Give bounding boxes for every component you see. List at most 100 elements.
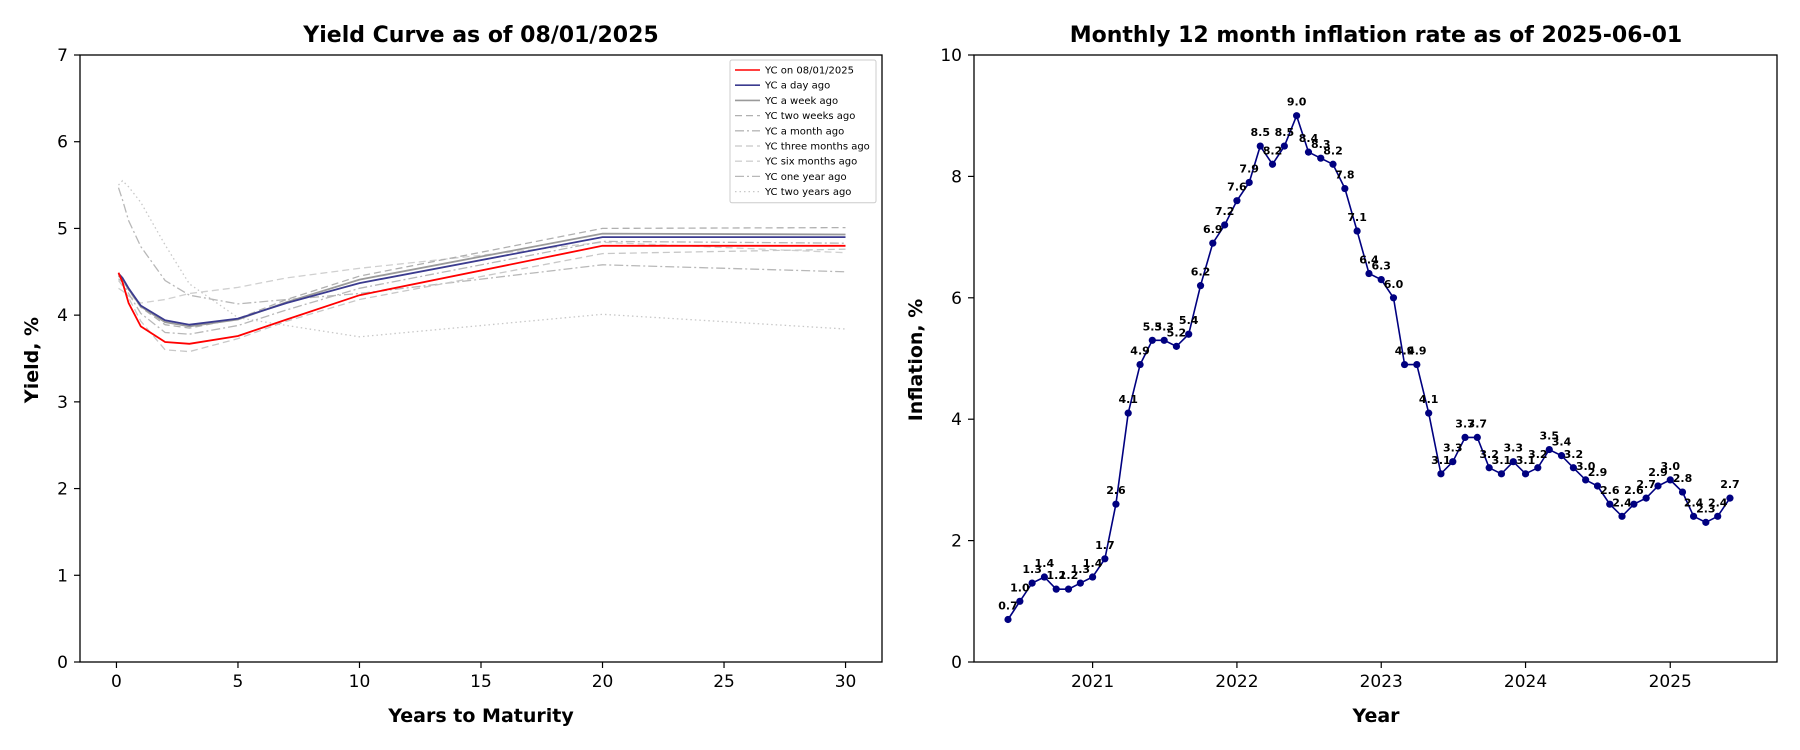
data-point — [1064, 585, 1073, 593]
data-point — [1101, 555, 1109, 563]
data-label: 3.1 — [1431, 454, 1451, 467]
data-point — [1317, 154, 1325, 162]
data-point — [1016, 597, 1024, 605]
data-label: 2.3 — [1696, 502, 1716, 515]
legend-label: YC on 08/01/2025 — [764, 66, 854, 77]
data-point — [1196, 282, 1205, 290]
data-label: 7.2 — [1215, 205, 1235, 218]
data-label: 8.3 — [1311, 138, 1331, 151]
data-label: 4.1 — [1118, 393, 1138, 406]
x-tick-label: 2025 — [1649, 672, 1692, 692]
data-point — [1112, 500, 1120, 508]
y-tick-label: 6 — [57, 133, 68, 153]
series-line — [118, 240, 846, 335]
data-label: 3.7 — [1455, 417, 1475, 430]
yield-curve-chart: Yield Curve as of 08/01/2025 Years to Ma… — [21, 23, 883, 727]
data-point — [1666, 476, 1674, 484]
y-tick-label: 7 — [57, 46, 68, 66]
x-tick-label: 25 — [713, 672, 735, 692]
data-label: 6.9 — [1203, 223, 1223, 236]
y-tick-label: 1 — [57, 566, 68, 586]
data-point — [1329, 160, 1337, 168]
data-label: 1.4 — [1083, 557, 1103, 570]
data-point — [1389, 294, 1398, 302]
data-point — [1497, 470, 1506, 478]
data-point — [1341, 184, 1349, 193]
data-label: 3.5 — [1540, 430, 1560, 443]
x-tick-label: 10 — [349, 672, 371, 692]
data-point — [1280, 142, 1288, 150]
y-tick-label: 0 — [57, 653, 68, 673]
y-tick-label: 2 — [951, 532, 962, 552]
data-label: 2.7 — [1636, 478, 1656, 491]
data-point — [1400, 360, 1409, 369]
plot-frame — [973, 54, 1778, 663]
data-point — [1028, 579, 1036, 587]
data-point — [1485, 464, 1493, 472]
data-label: 1.2 — [1059, 569, 1079, 582]
y-tick-label: 6 — [951, 289, 962, 309]
data-label: 2.8 — [1673, 472, 1693, 485]
x-tick-label: 2021 — [1071, 672, 1114, 692]
y-tick-label: 4 — [951, 410, 962, 430]
y-tick-label: 5 — [57, 219, 68, 239]
data-point — [1678, 488, 1687, 496]
data-label: 1.0 — [1010, 581, 1030, 594]
data-point — [1593, 482, 1602, 490]
data-point — [1365, 269, 1373, 278]
x-tick-label: 2022 — [1215, 672, 1258, 692]
data-point — [1148, 336, 1156, 344]
x-tick-label: 0 — [111, 672, 122, 692]
y-axis-label: Yield, % — [21, 317, 43, 404]
legend-box — [729, 59, 877, 204]
data-point — [1124, 409, 1132, 417]
data-point — [1582, 476, 1590, 484]
data-point — [1040, 573, 1048, 581]
data-label: 8.5 — [1250, 126, 1270, 139]
plot-area: 0 5 10 15 20 25 30 0 1 2 3 4 5 6 7 — [57, 46, 883, 692]
legend: YC on 08/01/2025 YC a day ago YC a week ag… — [729, 59, 877, 204]
series-line — [118, 179, 846, 338]
y-axis-label: Inflation, % — [905, 299, 927, 422]
data-point — [1557, 452, 1566, 460]
data-point — [1221, 221, 1229, 229]
data-label: 8.4 — [1299, 132, 1319, 145]
data-point — [1185, 330, 1193, 338]
data-point — [1004, 615, 1012, 624]
data-label: 3.0 — [1660, 460, 1680, 473]
data-label: 8.2 — [1263, 144, 1283, 157]
data-point — [1136, 360, 1144, 369]
data-label: 2.4 — [1612, 496, 1632, 509]
data-label: 3.2 — [1564, 448, 1584, 461]
data-label: 5.4 — [1179, 314, 1199, 327]
data-point — [1726, 494, 1734, 502]
data-label: 3.2 — [1528, 448, 1548, 461]
data-label: 3.3 — [1504, 442, 1524, 455]
data-label: 2.4 — [1684, 496, 1704, 509]
data-point — [1245, 178, 1253, 187]
data-label: 5.3 — [1143, 320, 1163, 333]
data-point — [1377, 275, 1385, 284]
data-label: 1.3 — [1071, 563, 1091, 576]
data-label: 4.1 — [1419, 393, 1439, 406]
data-point — [1630, 500, 1638, 508]
data-label: 1.7 — [1095, 539, 1115, 552]
y-tick-label: 4 — [57, 306, 68, 326]
data-point — [1437, 470, 1445, 478]
data-point — [1654, 482, 1662, 490]
data-label: 3.7 — [1468, 417, 1488, 430]
data-label: 2.6 — [1106, 484, 1126, 497]
legend-label: YC one year ago — [764, 172, 847, 183]
data-label: 6.3 — [1371, 260, 1391, 273]
data-label: 3.2 — [1479, 448, 1499, 461]
y-tick-label: 0 — [951, 653, 962, 673]
legend-label: YC a month ago — [764, 126, 844, 137]
data-label: 6.4 — [1359, 254, 1379, 267]
data-point — [1473, 433, 1481, 442]
chart-title: Yield Curve as of 08/01/2025 — [302, 23, 658, 48]
data-label: 4.9 — [1130, 345, 1150, 358]
data-point — [1304, 148, 1313, 156]
legend-label: YC a day ago — [764, 81, 830, 92]
data-label: 5.2 — [1167, 326, 1187, 339]
data-label: 4.9 — [1407, 345, 1427, 358]
